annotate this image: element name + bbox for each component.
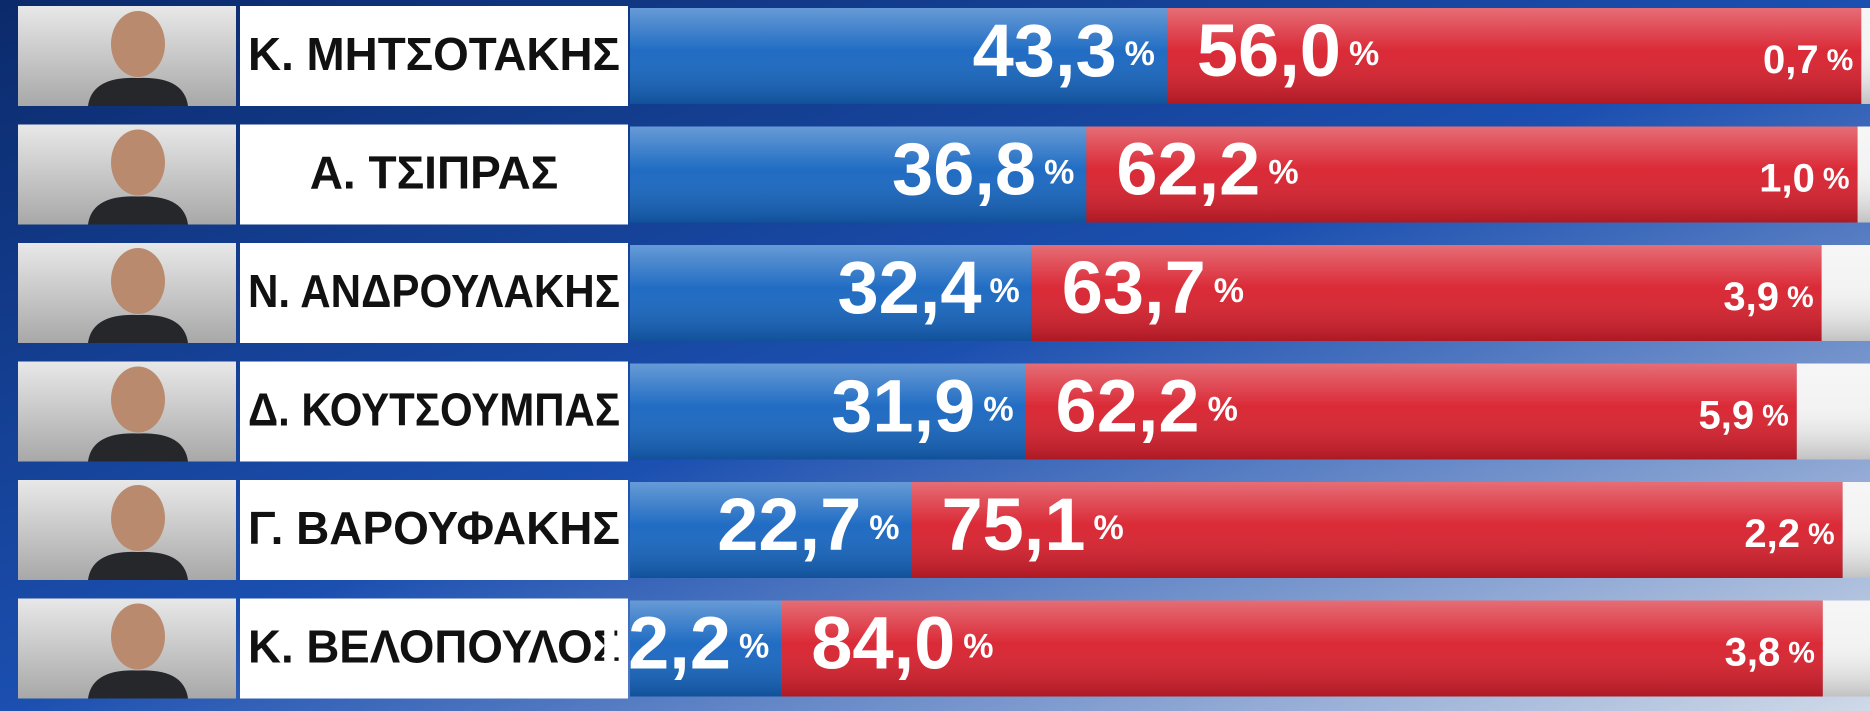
value-label: 0,7% — [1763, 38, 1853, 82]
candidate-name: Κ. ΜΗΤΣΟΤΑΚΗΣ — [248, 28, 620, 80]
label-unit: % — [1208, 390, 1238, 428]
value-label: 5,9% — [1699, 393, 1789, 437]
photo-head — [111, 11, 165, 77]
label-number: 3,8 — [1725, 630, 1781, 674]
label-unit: % — [1268, 153, 1298, 191]
candidate-name: Κ. ΒΕΛΟΠΟΥΛΟΣ — [248, 621, 620, 673]
label-unit: % — [1349, 35, 1379, 73]
label-number: 22,7 — [717, 483, 861, 566]
label-unit: % — [1808, 518, 1835, 551]
candidate-name: Γ. ΒΑΡΟΥΦΑΚΗΣ — [248, 502, 620, 554]
candidate-name: Δ. ΚΟΥΤΣΟΥΜΠΑΣ — [248, 384, 620, 436]
bar-segment — [1823, 601, 1870, 697]
bar-segment — [1861, 8, 1870, 104]
photo-head — [111, 604, 165, 670]
photo-head — [111, 248, 165, 314]
label-number: 31,9 — [831, 364, 975, 447]
label-unit: % — [1044, 153, 1074, 191]
label-unit: % — [739, 627, 769, 665]
label-unit: % — [963, 627, 993, 665]
label-number: 0,7 — [1763, 38, 1819, 82]
label-number: 3,9 — [1723, 275, 1779, 319]
label-number: 84,0 — [811, 601, 955, 684]
bar-segment — [1822, 245, 1870, 341]
label-number: 1,0 — [1759, 156, 1815, 200]
page: Κ. ΜΗΤΣΟΤΑΚΗΣ43,3%56,0%0,7%Α. ΤΣΙΠΡΑΣ36,… — [0, 0, 1870, 711]
label-unit: % — [1214, 272, 1244, 310]
label-unit: % — [1823, 162, 1850, 195]
label-unit: % — [1787, 281, 1814, 314]
label-unit: % — [1125, 35, 1155, 73]
label-number: 63,7 — [1062, 246, 1206, 329]
candidate-name: Α. ΤΣΙΠΡΑΣ — [310, 147, 559, 199]
bar-segment — [1858, 127, 1870, 223]
photo-head — [111, 130, 165, 196]
label-unit: % — [990, 272, 1020, 310]
label-unit: % — [983, 390, 1013, 428]
label-number: 75,1 — [941, 483, 1085, 566]
bar-segment — [1797, 364, 1870, 460]
label-unit: % — [1762, 399, 1789, 432]
value-label: 2,2% — [1744, 512, 1834, 556]
value-label: 3,8% — [1725, 630, 1815, 674]
label-number: 2,2 — [1744, 512, 1800, 556]
photo-head — [111, 485, 165, 551]
label-number: 12,2 — [587, 601, 731, 684]
photo-head — [111, 367, 165, 433]
label-number: 62,2 — [1056, 364, 1200, 447]
candidate-name: Ν. ΑΝΔΡΟΥΛΑΚΗΣ — [248, 265, 620, 317]
label-unit: % — [1788, 636, 1815, 669]
bar-segment — [1843, 482, 1870, 578]
label-unit: % — [1827, 44, 1854, 77]
label-number: 36,8 — [892, 127, 1036, 210]
label-unit: % — [869, 509, 899, 547]
label-number: 62,2 — [1116, 127, 1260, 210]
value-label: 3,9% — [1723, 275, 1813, 319]
chart: Κ. ΜΗΤΣΟΤΑΚΗΣ43,3%56,0%0,7%Α. ΤΣΙΠΡΑΣ36,… — [0, 0, 1870, 711]
label-number: 56,0 — [1197, 9, 1341, 92]
label-number: 32,4 — [837, 246, 981, 329]
label-number: 43,3 — [973, 9, 1117, 92]
label-number: 5,9 — [1699, 393, 1755, 437]
value-label: 1,0% — [1759, 156, 1849, 200]
label-unit: % — [1094, 509, 1124, 547]
